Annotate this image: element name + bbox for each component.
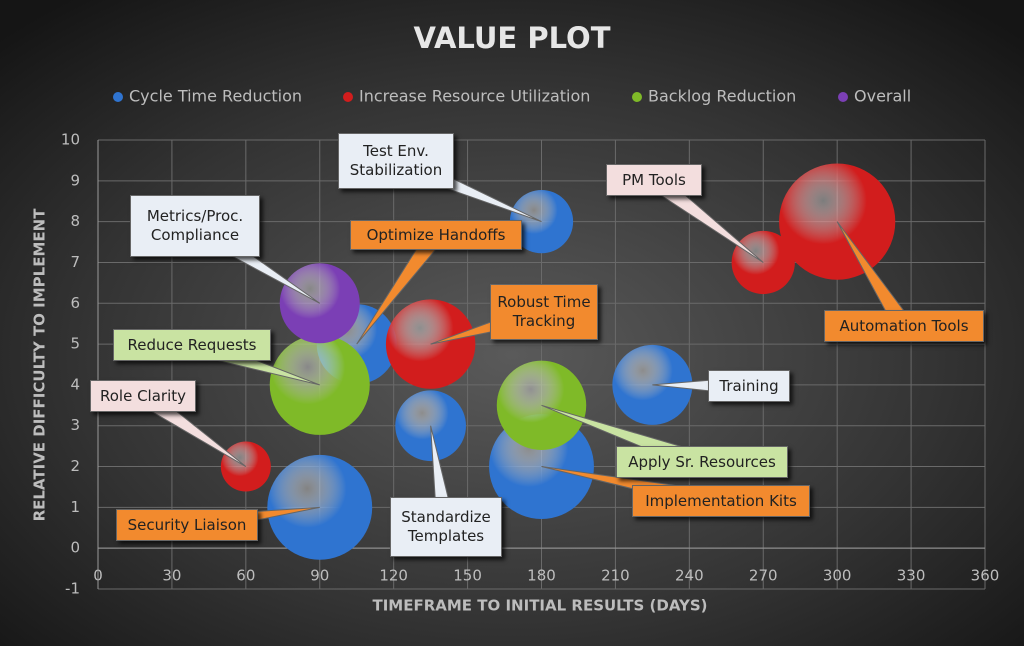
y-tick-label: 3 bbox=[70, 416, 80, 434]
x-tick-label: 150 bbox=[453, 567, 482, 585]
x-tick-label: 120 bbox=[379, 567, 408, 585]
y-tick-label: 9 bbox=[70, 171, 80, 189]
data-label: Test Env. Stabilization bbox=[338, 133, 454, 189]
y-tick-label: 10 bbox=[61, 131, 80, 149]
data-label: Robust Time Tracking bbox=[490, 284, 598, 340]
data-label: Metrics/Proc. Compliance bbox=[130, 195, 260, 257]
x-tick-label: 180 bbox=[527, 567, 556, 585]
legend-label: Overall bbox=[854, 87, 911, 106]
y-tick-label: 5 bbox=[70, 335, 80, 353]
chart-title: VALUE PLOT bbox=[414, 21, 611, 55]
data-label: Apply Sr. Resources bbox=[616, 446, 788, 478]
y-tick-label: 8 bbox=[70, 212, 80, 230]
legend-marker bbox=[343, 92, 353, 102]
y-tick-label: 2 bbox=[70, 457, 80, 475]
data-label: Optimize Handoffs bbox=[350, 220, 522, 250]
legend-label: Increase Resource Utilization bbox=[359, 87, 590, 106]
data-label: Training bbox=[708, 370, 790, 402]
legend-marker bbox=[632, 92, 642, 102]
data-label: Standardize Templates bbox=[390, 497, 502, 557]
legend-marker bbox=[838, 92, 848, 102]
legend-label: Backlog Reduction bbox=[648, 87, 796, 106]
legend-label: Cycle Time Reduction bbox=[129, 87, 302, 106]
x-tick-label: 210 bbox=[601, 567, 630, 585]
x-tick-label: 270 bbox=[749, 567, 778, 585]
data-label: Role Clarity bbox=[90, 380, 196, 412]
y-tick-label: -1 bbox=[65, 580, 80, 598]
data-label: PM Tools bbox=[606, 164, 702, 196]
data-label: Implementation Kits bbox=[632, 485, 810, 517]
y-tick-label: 7 bbox=[70, 253, 80, 271]
y-tick-label: 1 bbox=[70, 498, 80, 516]
x-tick-label: 240 bbox=[675, 567, 704, 585]
x-tick-label: 300 bbox=[823, 567, 852, 585]
x-tick-label: 30 bbox=[162, 567, 181, 585]
data-label: Reduce Requests bbox=[113, 329, 271, 361]
x-tick-label: 360 bbox=[971, 567, 1000, 585]
x-tick-label: 90 bbox=[310, 567, 329, 585]
y-axis-title: RELATIVE DIFFICULTY TO IMPLEMENT bbox=[31, 208, 49, 522]
y-tick-label: 0 bbox=[70, 539, 80, 557]
y-tick-label: 6 bbox=[70, 294, 80, 312]
data-label: Automation Tools bbox=[824, 310, 984, 342]
y-tick-label: 4 bbox=[70, 375, 80, 393]
data-label: Security Liaison bbox=[116, 509, 258, 541]
x-axis-title: TIMEFRAME TO INITIAL RESULTS (DAYS) bbox=[372, 597, 707, 615]
x-tick-label: 330 bbox=[897, 567, 926, 585]
legend-marker bbox=[113, 92, 123, 102]
x-tick-label: 60 bbox=[236, 567, 255, 585]
